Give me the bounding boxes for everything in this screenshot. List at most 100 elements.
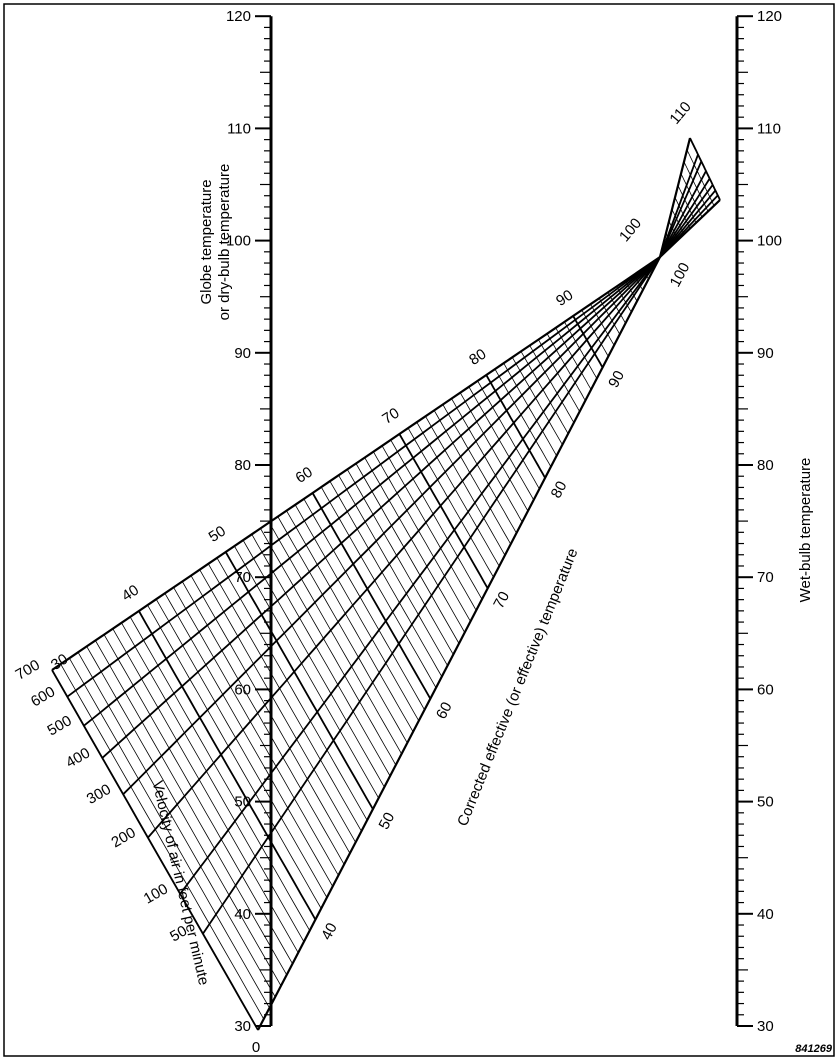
effective-temperature-label: 40 bbox=[119, 582, 142, 605]
effective-temperature-line bbox=[320, 486, 437, 688]
effective-temperature-line bbox=[468, 386, 535, 501]
right-axis-tick-label: 70 bbox=[757, 569, 774, 586]
effective-temperature-line bbox=[338, 475, 448, 666]
effective-temperature-line bbox=[616, 286, 632, 313]
effective-temperature-line bbox=[286, 510, 414, 732]
effective-temperature-label: 60 bbox=[293, 464, 316, 487]
effective-temperature-label: 70 bbox=[490, 589, 513, 612]
right-axis-title: Wet-bulb temperature bbox=[797, 458, 814, 603]
effective-temperature-line bbox=[442, 404, 517, 534]
effective-temperature-line bbox=[633, 274, 644, 291]
effective-temperature-label: 50 bbox=[376, 810, 399, 833]
effective-temperature-line bbox=[251, 534, 391, 777]
effective-temperature-label: 100 bbox=[667, 260, 694, 290]
effective-temperature-line bbox=[329, 480, 443, 677]
effective-temperature-line bbox=[234, 545, 379, 799]
effective-temperature-line-major bbox=[51, 669, 259, 1031]
effective-temperature-line bbox=[607, 292, 626, 324]
effective-temperature-line bbox=[277, 516, 408, 744]
effective-temperature-line-major bbox=[398, 433, 489, 589]
effective-temperature-line bbox=[69, 658, 270, 1009]
effective-temperature-line bbox=[260, 528, 397, 766]
right-axis-tick-label: 50 bbox=[757, 794, 774, 811]
effective-temperature-line bbox=[624, 280, 638, 302]
effective-temperature-line bbox=[242, 540, 385, 788]
right-axis-tick-label: 60 bbox=[757, 681, 774, 698]
effective-temperature-line bbox=[494, 368, 552, 467]
effective-temperature-line bbox=[598, 298, 621, 335]
right-axis-tick-label: 120 bbox=[757, 8, 782, 25]
effective-temperature-line-major bbox=[224, 551, 374, 810]
effective-temperature-line-major bbox=[572, 315, 604, 368]
effective-temperature-line bbox=[173, 587, 339, 876]
left-axis-title-line1: Globe temperature bbox=[198, 179, 215, 304]
effective-temperature-line-major bbox=[689, 137, 721, 201]
effective-temperature-line bbox=[546, 333, 586, 401]
effective-temperature-line bbox=[642, 268, 649, 280]
effective-temperature-line bbox=[390, 439, 483, 600]
effective-temperature-line bbox=[86, 646, 282, 986]
left-axis-title-line2: or dry-bulb temperature bbox=[216, 164, 233, 321]
velocity-label: 700 bbox=[13, 656, 43, 683]
effective-temperature-line bbox=[407, 427, 494, 578]
effective-temperature-line bbox=[112, 628, 299, 953]
left-axis-tick-label: 120 bbox=[226, 8, 251, 25]
effective-temperature-line bbox=[555, 327, 592, 390]
chart-frame bbox=[3, 3, 835, 1057]
effective-temperature-line bbox=[503, 363, 557, 456]
velocity-line bbox=[101, 184, 714, 759]
effective-temperature-line bbox=[459, 392, 529, 512]
velocity-label: 400 bbox=[63, 744, 93, 771]
effective-temperature-line bbox=[590, 303, 615, 346]
effective-temperature-line bbox=[199, 569, 356, 843]
effective-temperature-line bbox=[683, 161, 709, 212]
effective-temperature-line bbox=[680, 173, 703, 218]
nomogram-grid bbox=[51, 137, 721, 1031]
effective-temperature-line bbox=[477, 380, 540, 490]
effective-temperature-label: 90 bbox=[553, 287, 576, 310]
effective-temperature-line bbox=[129, 616, 311, 931]
effective-temperature-line bbox=[216, 557, 368, 821]
effective-temperature-label: 50 bbox=[206, 523, 229, 546]
effective-temperature-label: 60 bbox=[433, 699, 456, 722]
left-axis-tick-label: 80 bbox=[234, 457, 251, 474]
effective-temperature-line bbox=[564, 321, 598, 379]
effective-temperature-label: 80 bbox=[466, 346, 489, 369]
effective-temperature-line-major bbox=[485, 374, 546, 479]
velocity-line bbox=[66, 194, 719, 698]
effective-temperature-line bbox=[355, 463, 460, 644]
effective-temperature-line bbox=[665, 232, 673, 246]
effective-temperature-line bbox=[416, 422, 500, 567]
effective-temperature-line bbox=[294, 504, 420, 722]
effective-temperature-line bbox=[155, 599, 328, 898]
effective-temperature-line bbox=[668, 221, 679, 241]
velocity-label: 300 bbox=[84, 781, 114, 808]
velocity-line bbox=[257, 137, 692, 1031]
effective-temperature-line bbox=[538, 339, 580, 412]
velocity-label: 600 bbox=[28, 683, 58, 710]
effective-temperature-label: 90 bbox=[605, 368, 628, 391]
effective-temperature-line bbox=[103, 634, 293, 964]
effective-temperature-line bbox=[190, 575, 351, 854]
effective-temperature-line bbox=[674, 197, 691, 229]
figure-id: 841269 bbox=[795, 1043, 833, 1055]
effective-temperature-line bbox=[511, 357, 563, 445]
effective-temperature-line bbox=[433, 410, 512, 545]
effective-temperature-line bbox=[121, 622, 305, 942]
effective-temperature-label: 40 bbox=[318, 920, 341, 943]
right-axis-tick-label: 110 bbox=[757, 120, 781, 137]
effective-temperature-label: 70 bbox=[379, 405, 402, 428]
right-axis: 30 40 50 60 70 80 90 100 110 120 bbox=[735, 8, 782, 1035]
left-axis-tick-label: 30 bbox=[234, 1018, 251, 1035]
velocity-label: 50 bbox=[167, 922, 190, 945]
effective-temperature-line bbox=[60, 663, 265, 1020]
effective-temperature-line-major bbox=[138, 610, 317, 921]
right-axis-tick-label: 80 bbox=[757, 457, 774, 474]
effective-temperature-line-major bbox=[311, 492, 432, 700]
effective-temperature-line bbox=[650, 262, 655, 269]
velocity-label: 0 bbox=[252, 1039, 260, 1056]
effective-temperature-line bbox=[529, 345, 575, 423]
effective-temperature-label: 100 bbox=[616, 215, 645, 245]
velocity-label: 200 bbox=[109, 824, 139, 851]
left-axis-tick-label: 90 bbox=[234, 345, 251, 362]
